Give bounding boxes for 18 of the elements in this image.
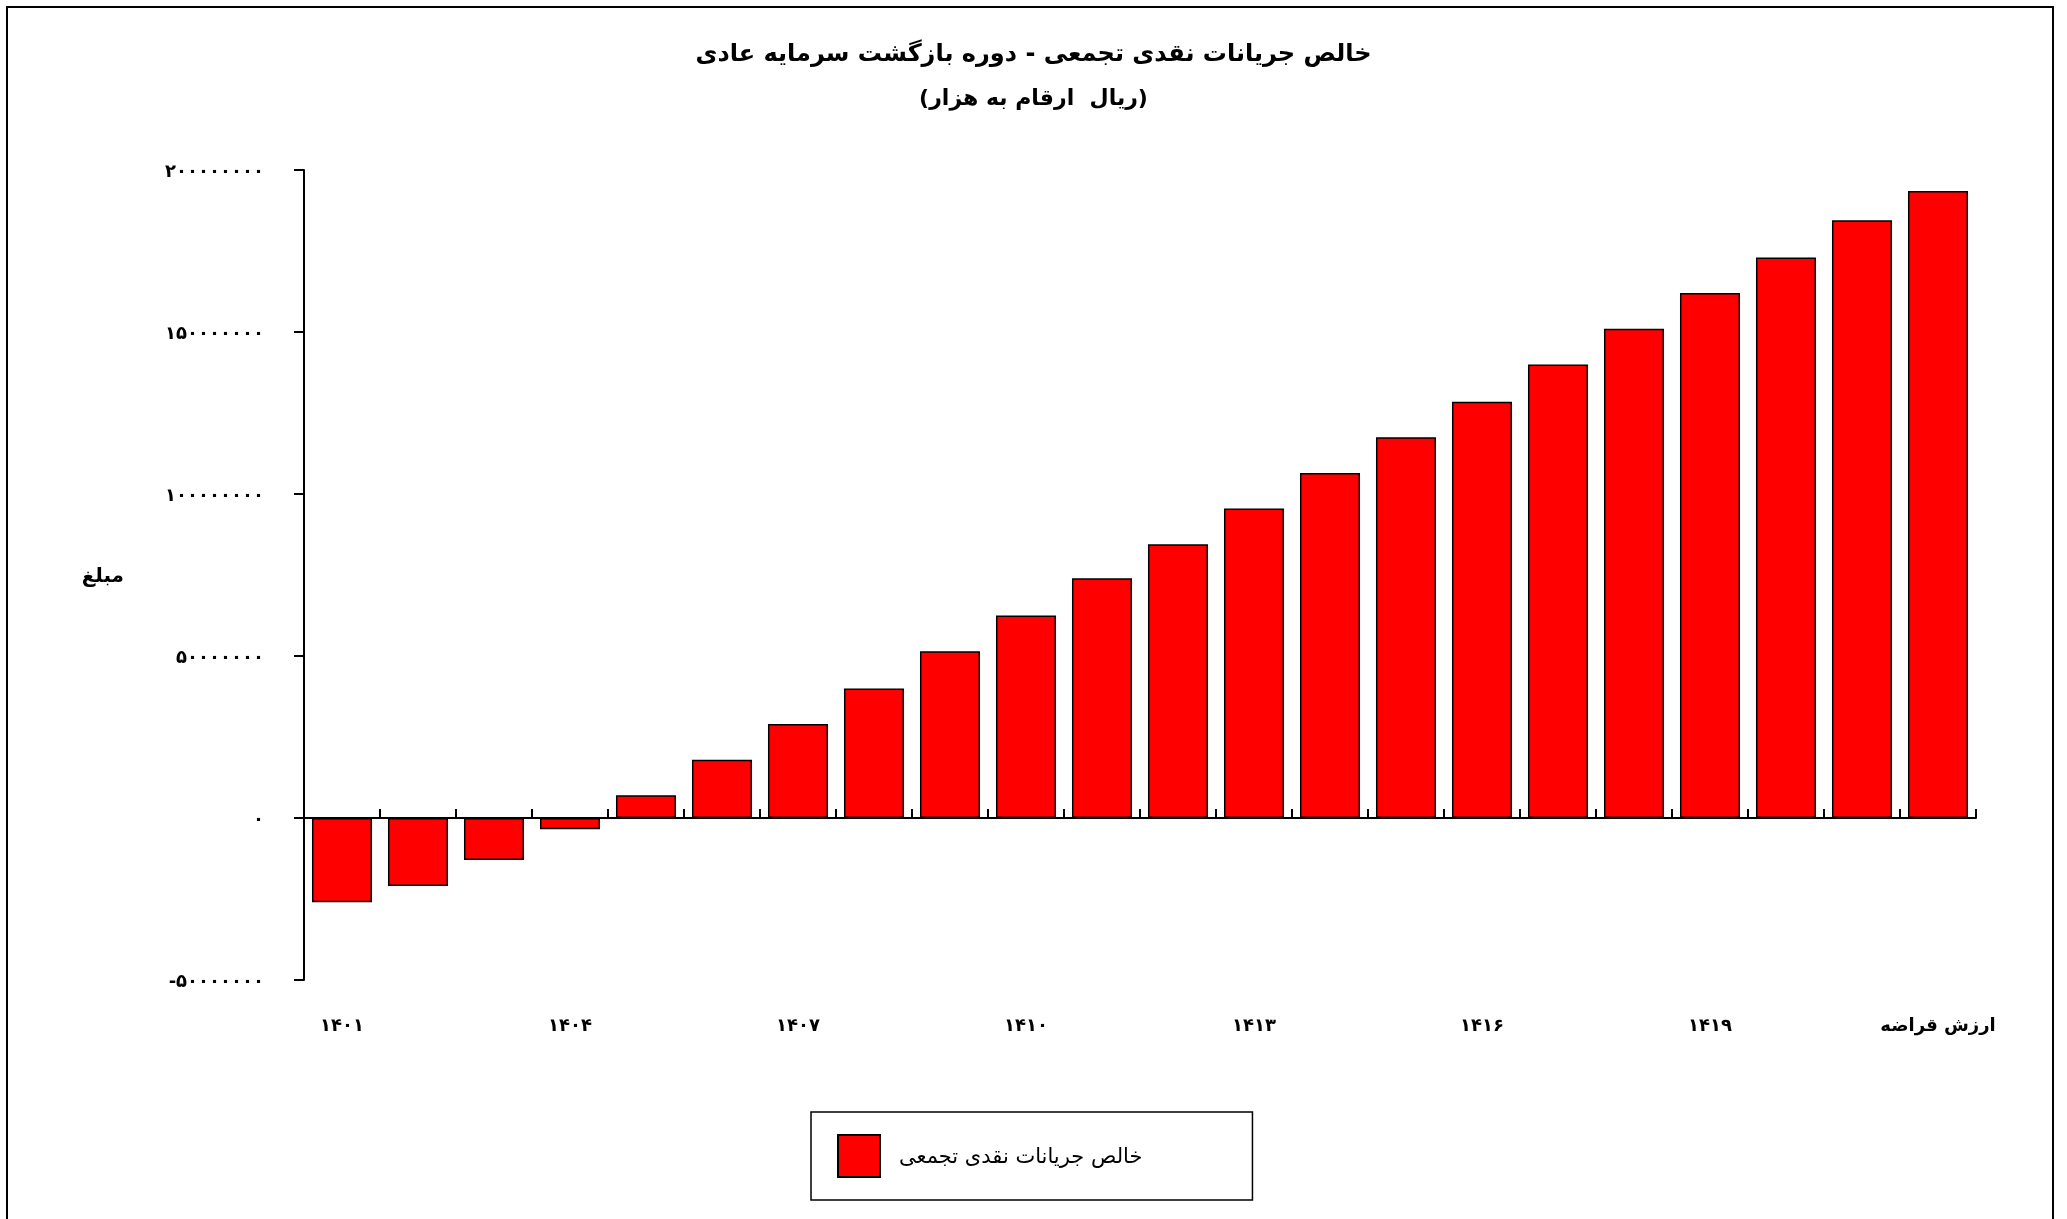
x-tick-label: ۱۴۱۰ (1004, 1013, 1048, 1035)
y-tick-label: ۰ (253, 807, 264, 829)
chart-title: خالص جریانات نقدی تجمعی - دوره بازگشت سرمایه عادی (695, 39, 1372, 67)
y-axis-title: مبلغ (81, 563, 124, 587)
x-tick-label: ۱۴۰۷ (776, 1013, 820, 1035)
y-tick-label: ۱۰۰۰۰۰۰۰۰ (165, 483, 264, 505)
chart-subtitle: (ریال ارقام به هزار) (919, 84, 1148, 111)
x-tick-label: ۱۴۰۴ (548, 1013, 592, 1035)
legend-label: خالص جریانات نقدی تجمعی (899, 1144, 1143, 1168)
y-tick-label: -۵۰۰۰۰۰۰۰ (168, 969, 264, 991)
y-tick-label: ۱۵۰۰۰۰۰۰۰ (165, 321, 264, 343)
x-tick-label: ۱۴۱۹ (1688, 1013, 1732, 1035)
x-tick-label: ۱۴۱۶ (1460, 1013, 1504, 1035)
x-tick-label: ۱۴۰۱ (320, 1013, 364, 1035)
x-tick-label: ۱۴۱۳ (1232, 1013, 1276, 1035)
x-tick-label: ارزش قراضه (1880, 1013, 1996, 1036)
y-tick-label: ۲۰۰۰۰۰۰۰۰ (165, 159, 264, 181)
y-tick-label: ۵۰۰۰۰۰۰۰ (176, 645, 264, 667)
